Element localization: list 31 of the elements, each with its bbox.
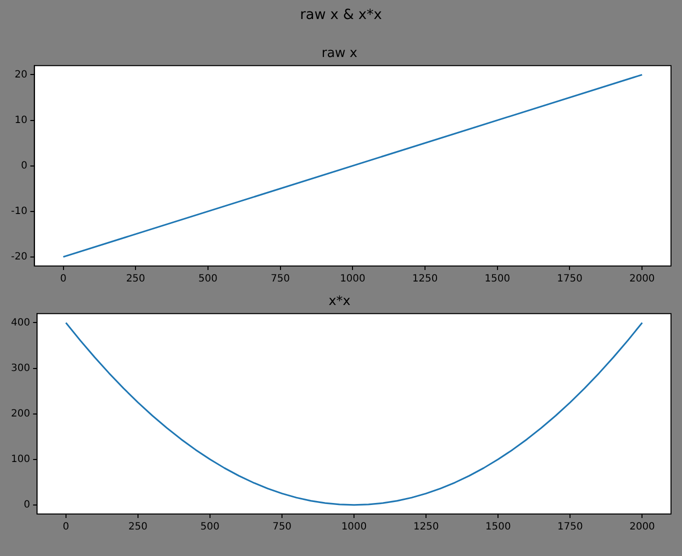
text: raw x & x*x (299, 7, 383, 23)
x-tick-label: 2000 (629, 274, 655, 285)
y-tick-label: -20 (10, 251, 28, 262)
y-tick-label: 0 (24, 499, 30, 510)
x-tick-label: 1500 (484, 274, 510, 285)
x-tick-label: 0 (60, 274, 66, 285)
x-tick-label: 750 (272, 522, 292, 533)
y-tick-label: 400 (10, 317, 30, 328)
chart-title: x*x (328, 294, 351, 310)
chart-title: raw x (322, 46, 358, 62)
y-tick-label: 0 (20, 160, 28, 172)
x-tick-label: 0 (62, 522, 70, 533)
x-tick-label: 2000 (629, 522, 655, 533)
y-tick-label: 300 (10, 362, 30, 374)
x-tick-label: 1750 (556, 274, 582, 285)
x-tick-label: 750 (270, 274, 290, 285)
x-tick-label: 1250 (412, 274, 438, 285)
x-tick-label: 250 (126, 274, 146, 285)
y-tick-label: 10 (14, 114, 28, 126)
x-tick-label: 250 (128, 522, 148, 533)
y-tick-label: -10 (10, 206, 28, 217)
x-tick-label: 1750 (557, 522, 583, 533)
x-tick-label: 1500 (485, 522, 511, 533)
x-tick-label: 1000 (340, 274, 366, 285)
y-tick-label: 20 (14, 69, 28, 80)
x-tick-label: 500 (198, 274, 218, 285)
x-tick-label: 1250 (413, 522, 439, 533)
x-tick-label: 1000 (341, 522, 367, 533)
y-tick-label: 200 (10, 408, 30, 420)
y-tick-label: 100 (10, 454, 30, 465)
x-tick-label: 500 (200, 522, 220, 533)
